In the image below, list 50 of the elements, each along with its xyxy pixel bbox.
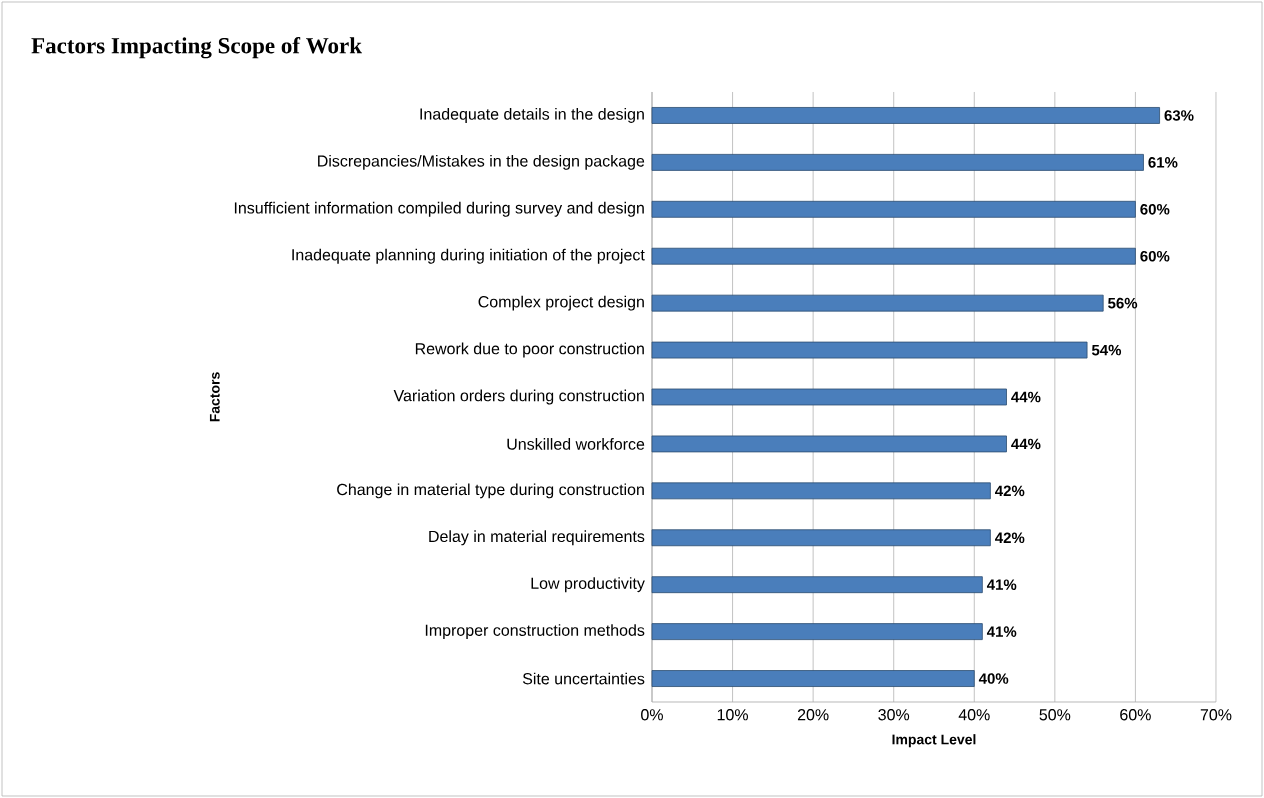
data-label: 54%: [1091, 344, 1122, 356]
y-tick-label: Insufficient information compiled during survey and design: [234, 201, 644, 217]
x-tick-label: 10%: [717, 709, 748, 721]
y-tick-label: Site uncertainties: [522, 672, 645, 685]
y-tick-label: Delay in material requirements: [429, 530, 645, 546]
y-tick-label: Change in material type during construction: [337, 483, 644, 499]
x-tick-label: 0%: [641, 709, 663, 721]
y-tick-label: Unskilled workforce: [507, 438, 645, 450]
x-tick-label: 40%: [958, 709, 990, 721]
bar: [651, 153, 1144, 171]
bar: [651, 107, 1160, 124]
data-label: 56%: [1108, 297, 1138, 309]
bar: [651, 623, 983, 641]
data-label: 44%: [1011, 438, 1041, 450]
y-tick-label: Discrepancies/Mistakes in the design package: [318, 154, 645, 170]
bar: [651, 482, 991, 500]
y-tick-label: Improper construction methods: [425, 624, 645, 640]
data-label: 61%: [1148, 157, 1178, 168]
text: Factors Impacting Scope of Work: [31, 37, 362, 59]
y-tick-label: Low productivity: [531, 577, 645, 593]
data-label: 60%: [1140, 203, 1170, 215]
bar: [651, 670, 975, 687]
bar: [651, 247, 1136, 265]
bar: [651, 435, 1007, 453]
x-tick-label: 50%: [1039, 709, 1071, 721]
bar: [651, 341, 1088, 359]
y-tick-label: Inadequate planning during initiation of the project: [292, 248, 645, 264]
y-tick-label: Rework due to poor construction: [415, 342, 644, 358]
data-label: 41%: [986, 626, 1017, 637]
x-tick-label: 30%: [878, 709, 910, 721]
y-tick-label: Variation orders during construction: [393, 389, 644, 405]
y-tick-label: Complex project design: [478, 295, 644, 311]
bar: [651, 529, 991, 547]
y-axis-title: Factors: [209, 372, 220, 422]
bar: [651, 388, 1007, 406]
data-label: 42%: [995, 485, 1025, 497]
data-label: 42%: [995, 532, 1025, 544]
bar: [651, 200, 1136, 218]
x-tick-label: 60%: [1120, 709, 1151, 721]
data-label: 63%: [1164, 110, 1194, 121]
data-label: 40%: [978, 673, 1009, 684]
data-label: 44%: [1011, 391, 1041, 403]
bar: [651, 294, 1104, 312]
data-label: 60%: [1140, 250, 1170, 262]
x-tick-label: 70%: [1200, 709, 1232, 721]
bar: [651, 576, 983, 594]
data-label: 41%: [986, 579, 1017, 590]
x-axis-title: Impact Level: [892, 734, 976, 748]
y-tick-label: Inadequate details in the design: [420, 107, 644, 123]
x-tick-label: 20%: [797, 709, 829, 721]
